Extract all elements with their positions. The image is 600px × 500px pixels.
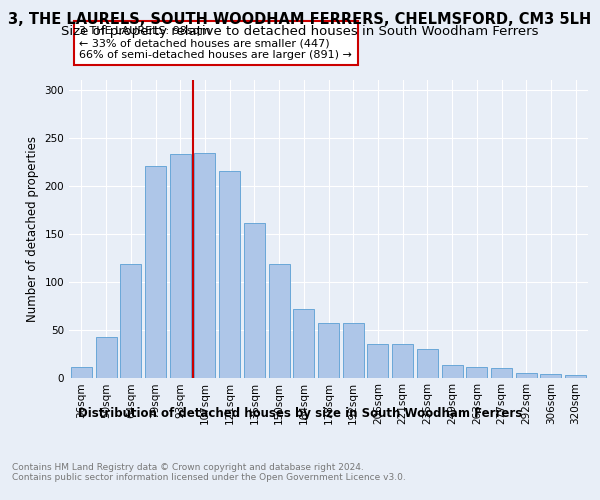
Bar <box>219 171 240 378</box>
Bar <box>170 154 191 378</box>
Bar <box>466 367 487 378</box>
Text: 3 THE LAURELS: 98sqm
← 33% of detached houses are smaller (447)
66% of semi-deta: 3 THE LAURELS: 98sqm ← 33% of detached h… <box>79 26 352 60</box>
Bar <box>318 323 339 378</box>
Bar <box>95 337 116 378</box>
Bar <box>417 348 438 378</box>
Bar <box>244 223 265 378</box>
Bar <box>491 368 512 378</box>
Text: Distribution of detached houses by size in South Woodham Ferrers: Distribution of detached houses by size … <box>78 408 522 420</box>
Bar <box>194 153 215 378</box>
Y-axis label: Number of detached properties: Number of detached properties <box>26 136 39 322</box>
Text: Contains HM Land Registry data © Crown copyright and database right 2024.
Contai: Contains HM Land Registry data © Crown c… <box>12 462 406 482</box>
Bar <box>145 166 166 378</box>
Bar <box>541 374 562 378</box>
Bar <box>516 372 537 378</box>
Bar <box>269 264 290 378</box>
Bar <box>120 264 141 378</box>
Bar <box>71 367 92 378</box>
Bar <box>442 365 463 378</box>
Bar <box>565 374 586 378</box>
Bar <box>343 323 364 378</box>
Text: Size of property relative to detached houses in South Woodham Ferrers: Size of property relative to detached ho… <box>61 25 539 38</box>
Bar <box>293 310 314 378</box>
Bar <box>392 344 413 378</box>
Bar <box>367 344 388 378</box>
Text: 3, THE LAURELS, SOUTH WOODHAM FERRERS, CHELMSFORD, CM3 5LH: 3, THE LAURELS, SOUTH WOODHAM FERRERS, C… <box>8 12 592 28</box>
